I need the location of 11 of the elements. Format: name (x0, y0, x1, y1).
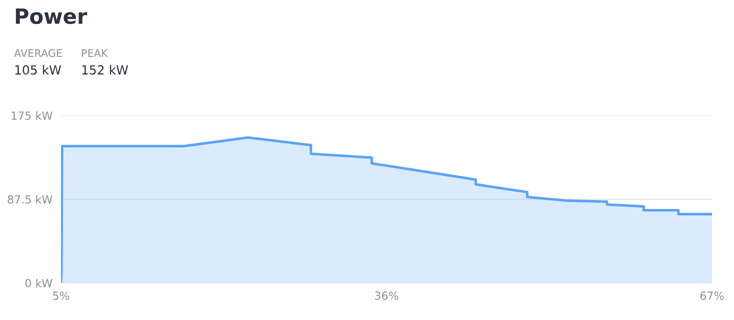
text: AVERAGE (14, 49, 62, 58)
x-tick-label: 5% (53, 292, 70, 300)
text: PEAK (82, 49, 108, 57)
y-tick-label: 87.5 kW (8, 195, 52, 204)
text: 152 kW (82, 64, 128, 75)
text: 105 kW (15, 64, 62, 75)
x-tick-label: 36% (375, 292, 398, 300)
chart-title: Power (16, 8, 88, 24)
x-tick-label: 67% (700, 292, 724, 300)
y-tick-label: 175 kW (12, 111, 52, 120)
y-tick-label: 0 kW (25, 278, 52, 288)
